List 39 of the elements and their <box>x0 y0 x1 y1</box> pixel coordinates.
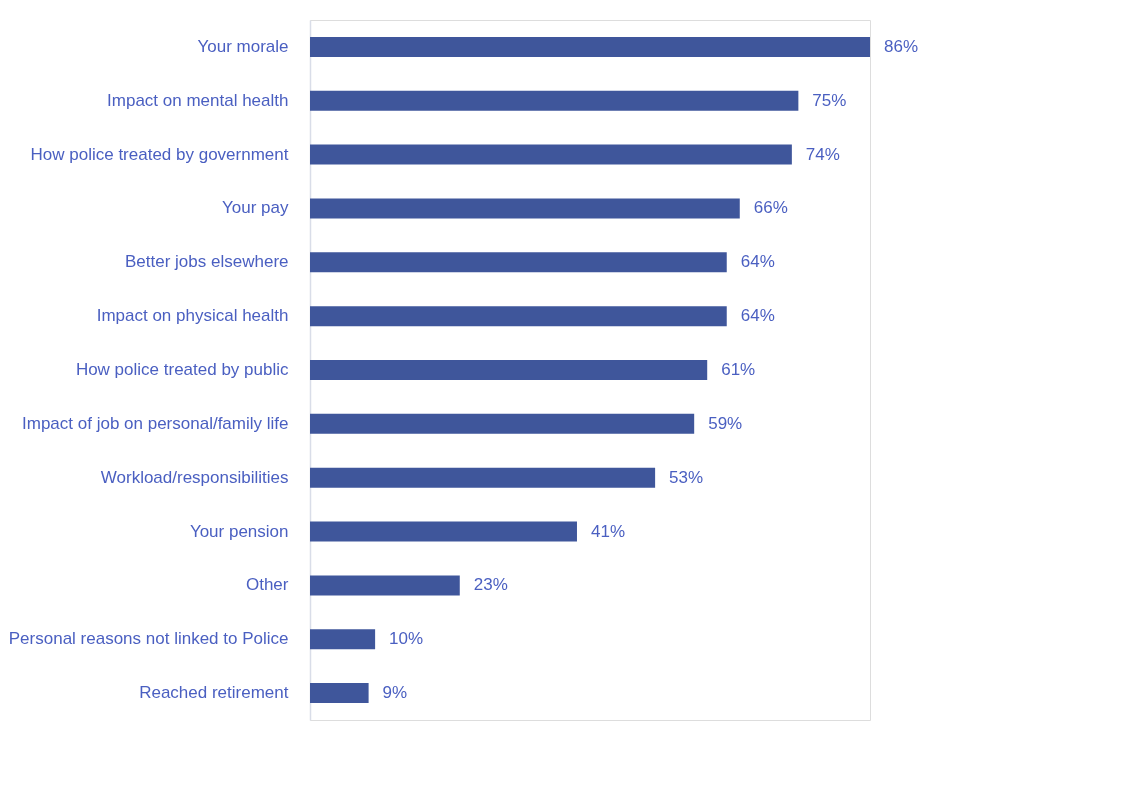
y-tick-label: Your morale <box>197 36 289 56</box>
data-label: 61% <box>721 360 756 379</box>
bar <box>310 36 870 57</box>
data-label: 64% <box>740 306 775 326</box>
y-tick-label: Reached retirement <box>139 683 289 703</box>
bar <box>310 198 740 219</box>
y-tick-label: Your pension <box>189 521 289 541</box>
bar <box>310 413 695 434</box>
bar <box>310 629 376 650</box>
bar <box>310 144 792 165</box>
data-label: 86% <box>884 36 919 56</box>
data-label: 66% <box>753 198 788 218</box>
bar <box>310 575 460 596</box>
bar <box>310 683 369 704</box>
y-tick-label: Impact of job on personal/family life <box>22 413 289 433</box>
bar <box>310 306 727 327</box>
y-tick-label: Personal reasons not linked to Police <box>8 629 289 649</box>
y-tick-label: How police treated by government <box>30 144 289 164</box>
y-tick-label: How police treated by public <box>75 360 289 379</box>
y-tick-label: Impact on physical health <box>96 306 289 326</box>
bar <box>310 467 656 488</box>
bar <box>310 252 727 273</box>
data-label: 53% <box>669 467 704 487</box>
data-label: 10% <box>389 629 424 649</box>
data-label: 9% <box>382 683 408 703</box>
y-tick-label: Other <box>245 575 289 595</box>
data-label: 59% <box>708 413 743 433</box>
data-label: 64% <box>740 252 775 272</box>
y-tick-label: Better jobs elsewhere <box>125 252 289 272</box>
y-tick-label: Workload/responsibilities <box>100 467 289 487</box>
data-label: 23% <box>473 575 508 595</box>
bar <box>310 521 577 542</box>
y-tick-label: Your pay <box>222 198 289 218</box>
bar <box>310 360 708 380</box>
bar <box>310 90 799 111</box>
data-label: 41% <box>590 521 626 541</box>
y-tick-label: Impact on mental health <box>107 90 289 110</box>
data-label: 75% <box>812 90 847 110</box>
data-label: 74% <box>805 144 840 164</box>
